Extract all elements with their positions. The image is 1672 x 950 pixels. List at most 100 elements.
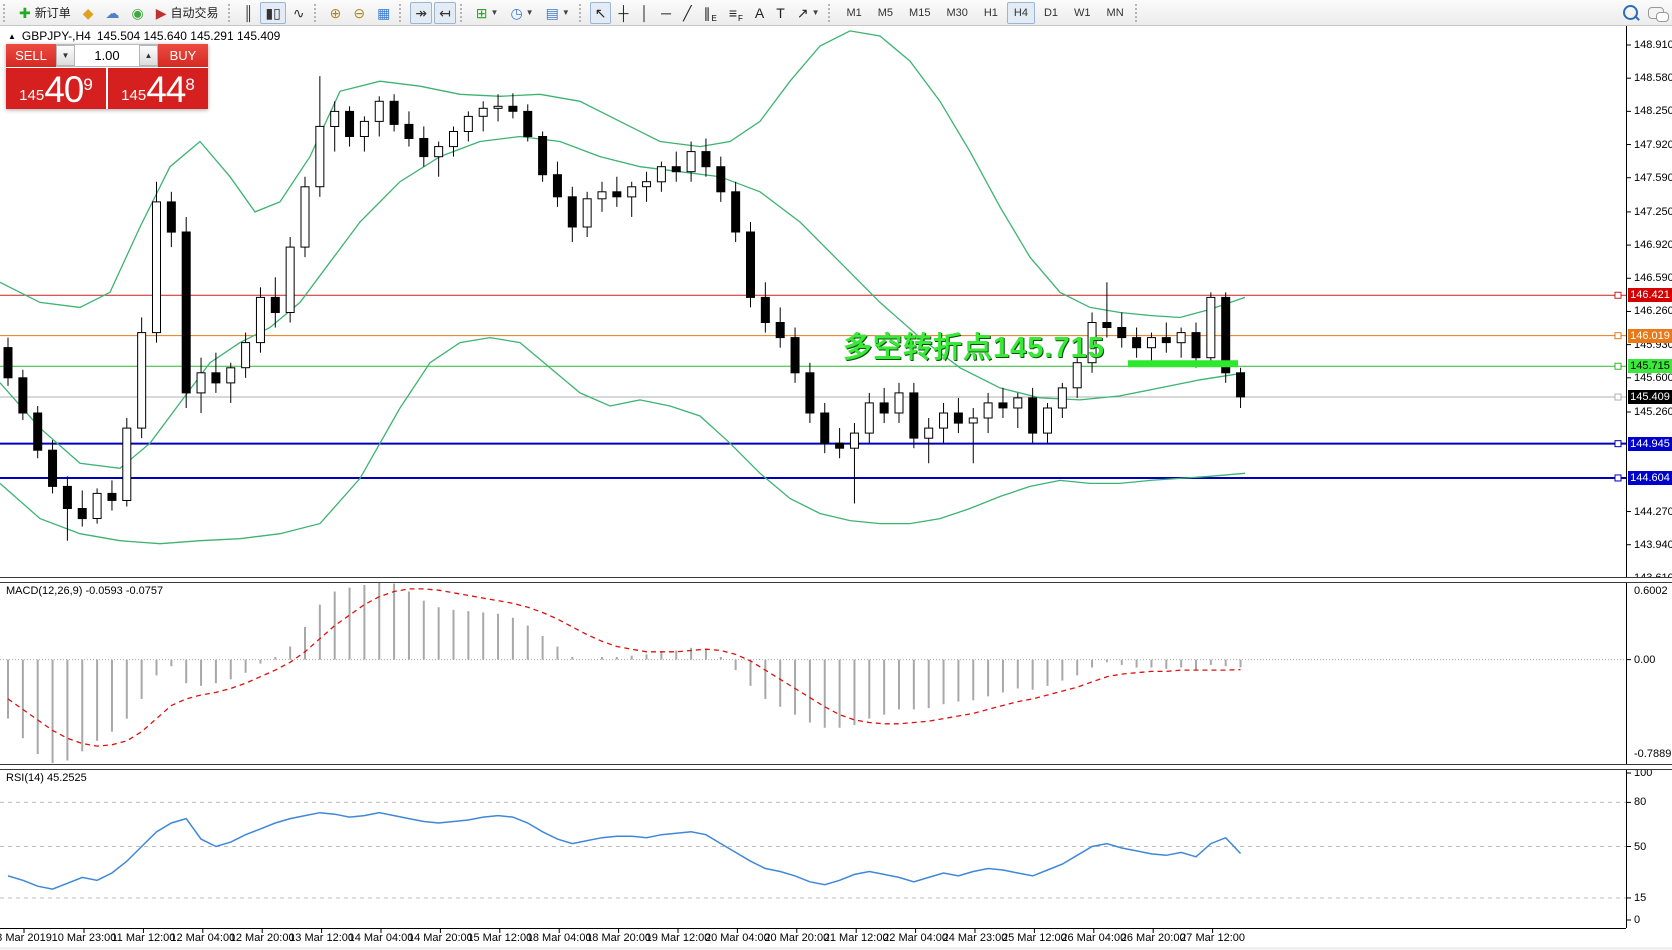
chart-shift-button[interactable]: ↤ bbox=[434, 1, 456, 24]
price-scale-axis[interactable] bbox=[1626, 26, 1627, 928]
pane-divider[interactable] bbox=[0, 577, 1672, 583]
sell-price-big: 40 bbox=[44, 69, 84, 110]
time-axis-label: 8 Mar 2019 bbox=[0, 932, 52, 944]
timeframe-bar: M1 M5 M15 M30 H1 H4 D1 W1 MN bbox=[838, 1, 1131, 24]
zoom-out-button[interactable]: ⊖ bbox=[348, 2, 370, 24]
price-axis-label: 146.920 bbox=[1634, 239, 1672, 252]
rsi-axis-label: 50 bbox=[1634, 840, 1647, 853]
timeframe-m5[interactable]: M5 bbox=[877, 6, 894, 19]
vertical-line-button[interactable]: │ bbox=[635, 2, 654, 24]
search-icon[interactable] bbox=[1623, 5, 1638, 20]
zoom-out-icon: ⊖ bbox=[353, 4, 366, 21]
new-order-button[interactable]: ✚ 新订单 bbox=[14, 2, 76, 24]
line-chart-icon: ∿ bbox=[292, 4, 305, 21]
price-axis-label: 147.250 bbox=[1634, 205, 1672, 218]
sell-button[interactable]: SELL bbox=[6, 44, 56, 67]
price-badge: 146.019 bbox=[1628, 328, 1672, 343]
volume-up-stepper[interactable]: ▲ bbox=[139, 45, 158, 66]
autotrading-button[interactable]: ▶ 自动交易 bbox=[151, 2, 224, 24]
timeframe-d1[interactable]: D1 bbox=[1043, 6, 1059, 19]
new-chart-icon[interactable]: ◆ bbox=[78, 2, 99, 24]
macd-axis-label: 0.00 bbox=[1634, 653, 1656, 666]
toolbar-separator bbox=[459, 3, 467, 22]
new-order-button-label: 新订单 bbox=[34, 6, 71, 20]
text-label-icon: T bbox=[776, 4, 785, 21]
buy-button[interactable]: BUY bbox=[158, 44, 208, 67]
arrows-button-dropdown[interactable]: ▼ bbox=[811, 8, 820, 17]
tile-windows-button[interactable]: ▦ bbox=[372, 2, 395, 24]
indicators-button[interactable]: ⊞ ▼ bbox=[471, 2, 504, 24]
bar-chart-button[interactable]: ║ bbox=[239, 2, 259, 24]
time-axis-label: 18 Mar 04:00 bbox=[526, 932, 592, 944]
trendline-button[interactable]: ╱ bbox=[678, 2, 696, 24]
rsi-axis-label: 0 bbox=[1634, 914, 1641, 926]
buy-price[interactable]: 145 44 8 bbox=[108, 68, 208, 109]
templates-button-dropdown[interactable]: ▼ bbox=[561, 8, 570, 17]
volume-input[interactable] bbox=[75, 45, 139, 66]
time-axis-label: 12 Mar 04:00 bbox=[170, 932, 236, 944]
indicators-button-dropdown[interactable]: ▼ bbox=[490, 8, 499, 17]
volume-down-stepper[interactable]: ▼ bbox=[56, 45, 75, 66]
signals-icon[interactable]: ◉ bbox=[127, 2, 149, 24]
text-icon: A bbox=[754, 4, 765, 21]
price-badge: 144.945 bbox=[1628, 436, 1672, 451]
buy-price-prefix: 145 bbox=[121, 87, 147, 104]
templates-button[interactable]: ▤ ▼ bbox=[541, 2, 575, 24]
community-icon[interactable]: ☁ bbox=[101, 2, 125, 24]
new-chart-icon-icon: ◆ bbox=[82, 4, 94, 21]
periods-button-dropdown[interactable]: ▼ bbox=[525, 8, 534, 17]
candlestick-button[interactable]: ▮▯ bbox=[260, 1, 286, 24]
timeframe-w1[interactable]: W1 bbox=[1074, 6, 1091, 19]
auto-scroll-button[interactable]: ↠ bbox=[410, 1, 433, 24]
price-axis-label: 147.590 bbox=[1634, 171, 1672, 184]
price-axis-label: 146.590 bbox=[1634, 272, 1672, 285]
text-label-button[interactable]: T bbox=[771, 2, 790, 24]
macd-label: MACD(12,26,9) -0.0593 -0.0757 bbox=[6, 585, 164, 597]
horizontal-line-button[interactable]: ─ bbox=[656, 2, 676, 24]
price-axis-label: 148.250 bbox=[1634, 105, 1672, 118]
chart-header: ▲ GBPJPY-,H4 145.504 145.640 145.291 145… bbox=[8, 29, 280, 43]
chart-annotation[interactable]: 多空转折点145.715 bbox=[843, 332, 1105, 364]
sell-price[interactable]: 145 40 9 bbox=[6, 68, 106, 109]
crosshair-button[interactable]: ┼ bbox=[613, 2, 633, 24]
periods-button[interactable]: ◷ ▼ bbox=[505, 2, 538, 24]
cursor-icon: ↖ bbox=[594, 4, 607, 21]
time-axis-label: 20 Mar 20:00 bbox=[764, 932, 830, 944]
text-button[interactable]: A bbox=[750, 2, 769, 24]
price-badge: 145.715 bbox=[1628, 359, 1672, 374]
autotrading-button-label: 自动交易 bbox=[170, 6, 219, 20]
line-chart-button[interactable]: ∿ bbox=[288, 2, 310, 24]
timeframe-mn[interactable]: MN bbox=[1106, 6, 1124, 19]
timeframe-m15[interactable]: M15 bbox=[909, 6, 931, 19]
time-axis-label: 26 Mar 20:00 bbox=[1120, 932, 1186, 944]
macd-axis-label: 0.6002 bbox=[1634, 585, 1668, 597]
collapse-marker-icon[interactable]: ▲ bbox=[8, 31, 16, 41]
cursor-button[interactable]: ↖ bbox=[589, 1, 612, 24]
timeframe-m1[interactable]: M1 bbox=[846, 6, 862, 19]
time-axis-label: 24 Mar 23:00 bbox=[942, 932, 1008, 944]
time-axis-label: 19 Mar 12:00 bbox=[645, 932, 711, 944]
rsi-axis-label: 100 bbox=[1634, 767, 1653, 779]
chat-icon[interactable] bbox=[1648, 6, 1669, 22]
zoom-in-button[interactable]: ⊕ bbox=[325, 2, 347, 24]
fibonacci-button[interactable]: ≡ F bbox=[724, 2, 748, 24]
timeframe-h4[interactable]: H4 bbox=[1006, 1, 1035, 24]
autotrading-icon: ▶ bbox=[155, 4, 167, 21]
rsi-axis-label: 80 bbox=[1634, 796, 1647, 809]
trendline-icon: ╱ bbox=[683, 4, 692, 21]
pane-divider[interactable] bbox=[0, 764, 1672, 770]
equidistant-channel-button[interactable]: ∥ E bbox=[699, 2, 722, 24]
crosshair-icon: ┼ bbox=[618, 4, 629, 21]
rsi-axis-label: 15 bbox=[1634, 891, 1647, 904]
price-axis-label: 148.910 bbox=[1634, 39, 1672, 51]
toolbar-separator bbox=[227, 3, 235, 22]
timeframe-h1[interactable]: H1 bbox=[983, 6, 998, 19]
window-edge bbox=[0, 947, 1672, 950]
timeframe-m30[interactable]: M30 bbox=[946, 6, 968, 19]
time-scale-axis[interactable] bbox=[0, 928, 1626, 929]
time-axis-label: 14 Mar 20:00 bbox=[407, 932, 473, 944]
arrows-button[interactable]: ↗ ▼ bbox=[792, 2, 825, 24]
price-badge: 145.409 bbox=[1628, 390, 1672, 405]
main-toolbar: ✚ 新订单 ◆ ☁ ◉ ▶ 自动交易 ║ ▮▯ ∿ ⊕ ⊖ ▦ ↠ ↤ ⊞ ▼ ◷ ▼ ▤ ▼ ↖ ┼ │ ─ ╱ ∥ E ≡ F A T ↗ ▼… bbox=[0, 0, 1672, 26]
